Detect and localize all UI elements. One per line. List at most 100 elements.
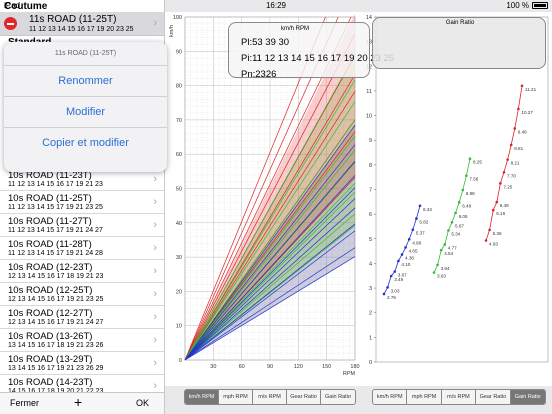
chart-type-tab[interactable]: mph RPM [219, 390, 253, 404]
y-tick-label: 7 [369, 188, 372, 194]
chart-type-tab[interactable]: Gain Ratio [325, 394, 351, 400]
data-point [468, 157, 472, 160]
gain-ratio-title: Gain Ratio [445, 20, 475, 26]
y-tick-label: 3 [369, 286, 372, 292]
gear-line [184, 160, 356, 361]
gear-list-item[interactable]: 10s ROAD (11-28T) 11 12 13 14 15 17 19 21… [0, 237, 164, 260]
battery-status: 100 % [506, 1, 548, 10]
wheel-size-label: Pn:2326 [241, 69, 277, 80]
chevron-right-icon: › [153, 380, 157, 392]
gear-line [184, 101, 356, 361]
gear-name: 11s ROAD (11-25T) [29, 14, 117, 25]
data-point [418, 204, 422, 208]
data-point [443, 243, 447, 246]
data-point [506, 158, 509, 161]
data-point [491, 208, 495, 212]
gear-name: 10s ROAD (11-23T) [8, 170, 92, 181]
gear-line [184, 198, 356, 361]
data-point [502, 170, 506, 174]
gear-list-item[interactable]: 10s ROAD (12-27T) 12 13 14 15 16 17 19 21… [0, 306, 164, 329]
gear-cogs: 13 14 15 16 17 19 21 23 26 29 [8, 365, 104, 372]
gear-line [184, 187, 356, 361]
chart-type-tab[interactable]: Gear Ratio [476, 390, 511, 404]
data-point [488, 228, 491, 232]
x-tick-label: 60 [239, 364, 245, 370]
gear-cogs: 12 13 14 15 16 17 19 21 23 25 [8, 296, 104, 303]
gear-list-item[interactable]: 10s ROAD (11-27T) 11 12 13 14 15 17 19 21… [0, 214, 164, 237]
gear-cogs: 11 12 13 14 15 16 17 19 21 23 [8, 181, 103, 188]
gear-list-item[interactable]: 10s ROAD (11-23T) 11 12 13 14 15 16 17 19… [0, 168, 164, 191]
x-axis-label: RPM [343, 371, 356, 377]
gear-cogs: 14 15 16 17 18 19 20 21 22 23 [8, 388, 103, 395]
chart-type-tab[interactable]: m/s RPM [253, 390, 287, 404]
gear-line [184, 256, 356, 361]
chart-type-tab[interactable]: km/h RPM [185, 390, 219, 404]
gear-cogs: 12 13 14 15 16 17 19 21 24 27 [8, 319, 104, 326]
data-point [495, 200, 499, 204]
y-tick-label: 8 [369, 163, 372, 169]
status-bar: iPad 16:29 100 % [0, 0, 552, 12]
gear-name: 10s ROAD (11-25T) [8, 193, 92, 204]
x-tick-label: 180 [350, 364, 359, 370]
close-button[interactable]: Fermer [10, 398, 39, 408]
x-tick-label: 120 [294, 364, 303, 370]
chart-type-tab[interactable]: mph RPM [407, 390, 442, 404]
gear-cogs: 13 14 15 16 17 18 19 21 23 26 [8, 342, 104, 349]
gear-list-item[interactable]: 10s ROAD (11-25T) 11 12 13 14 15 17 19 21… [0, 191, 164, 214]
gear-line [184, 91, 356, 361]
rename-menu-item[interactable]: Renommer [4, 66, 167, 97]
gear-list-item[interactable]: 10s ROAD (12-25T) 12 13 14 15 16 17 19 21… [0, 283, 164, 306]
gear-name: 10s ROAD (11-28T) [8, 239, 92, 250]
gear-name: 10s ROAD (11-27T) [8, 216, 92, 227]
gear-line [184, 207, 356, 361]
gear-list-item[interactable]: 10s ROAD (12-23T) 12 13 14 15 16 17 18 19… [0, 260, 164, 283]
data-label: 5.82 [419, 220, 428, 225]
data-label: 3.03 [391, 288, 400, 293]
ok-button[interactable]: OK [135, 398, 149, 408]
gear-line [184, 131, 356, 361]
gear-list-item[interactable]: 10s ROAD (13-26T) 13 14 15 16 17 18 19 21… [0, 329, 164, 352]
selected-gear-row[interactable]: 11s ROAD (11-25T) 11 12 13 14 15 16 17 1… [0, 12, 164, 36]
y-tick-label: 10 [176, 324, 182, 330]
gear-name: 10s ROAD (12-27T) [8, 308, 93, 319]
chart-type-tab[interactable]: km/h RPM [373, 390, 408, 404]
data-label: 3.63 [437, 274, 446, 279]
gear-name: 10s ROAD (12-23T) [8, 262, 93, 273]
gear-name: 10s ROAD (12-25T) [8, 285, 93, 296]
copy-modify-menu-item[interactable]: Copier et modifier [42, 137, 129, 149]
data-label: 3.94 [441, 266, 450, 271]
data-label: 6.34 [423, 207, 432, 212]
chart-type-tab[interactable]: Gain Ratio [510, 390, 545, 404]
y-tick-label: 5 [369, 237, 372, 243]
data-label: 7.25 [503, 184, 512, 189]
gear-list-item[interactable]: 10s ROAD (13-29T) 13 14 15 16 17 19 21 23… [0, 352, 164, 375]
y-tick-label: 50 [176, 187, 182, 193]
chart-type-tab[interactable]: m/s RPM [442, 390, 477, 404]
clock: 16:29 [265, 1, 287, 10]
chart-type-tab[interactable]: Gear Ratio [287, 390, 321, 404]
speed-rpm-chart: 0 10 20 30 40 50 60 70 80 90 100 30 60 90 120 150 180RPM… [165, 12, 362, 386]
y-tick-label: 0 [369, 360, 372, 366]
gear-line [184, 223, 356, 361]
add-button[interactable]: + [74, 394, 83, 410]
y-tick-label: 20 [176, 289, 182, 295]
gear-line [184, 124, 356, 361]
chainrings-label: Pl:53 39 30 [241, 37, 290, 48]
gear-line [184, 74, 356, 361]
data-point [454, 211, 457, 215]
data-label: 7.56 [469, 177, 478, 182]
data-point [461, 188, 465, 192]
modify-menu-item[interactable]: Modifier [4, 97, 167, 128]
gear-line [184, 247, 356, 361]
data-point [415, 217, 418, 220]
x-tick-label: 150 [322, 364, 331, 370]
x-tick-label: 90 [267, 364, 273, 370]
data-label: 4.98 [412, 240, 421, 245]
gear-cogs: 12 13 14 15 16 17 18 19 21 23 [8, 273, 104, 280]
info-header: km/h RPM [281, 26, 310, 32]
chart-type-selector-right: km/h RPM mph RPM m/s RPM Gear Ratio Gain Rat… [372, 389, 546, 405]
delete-icon[interactable] [4, 17, 17, 30]
data-point [513, 127, 517, 130]
chevron-right-icon: › [153, 219, 157, 231]
